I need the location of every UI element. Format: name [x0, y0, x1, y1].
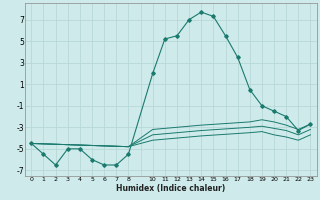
X-axis label: Humidex (Indice chaleur): Humidex (Indice chaleur)	[116, 184, 226, 193]
